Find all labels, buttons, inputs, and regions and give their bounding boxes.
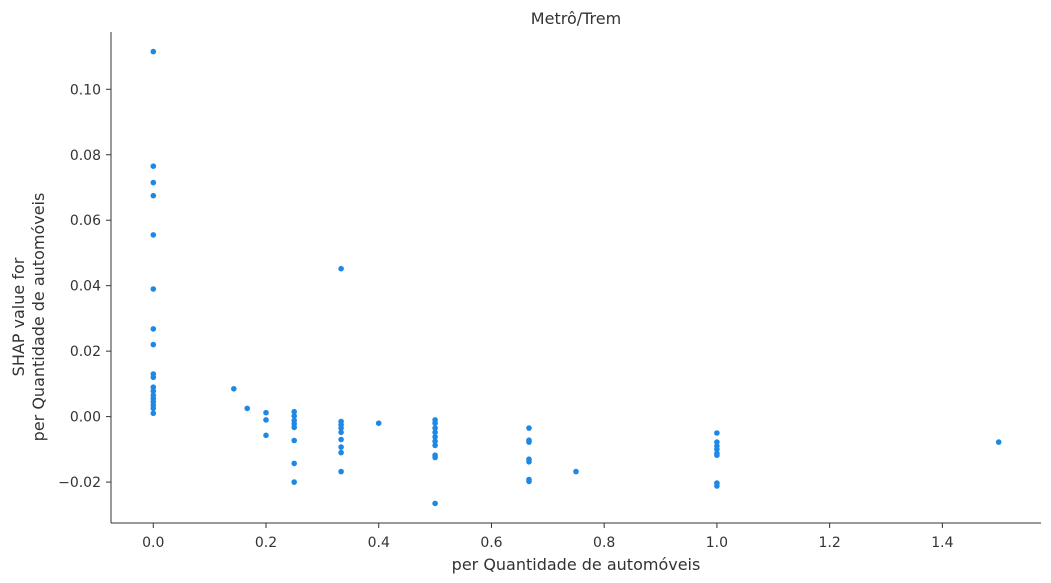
scatter-point — [714, 452, 720, 459]
scatter-points — [150, 48, 1002, 507]
scatter-point — [150, 232, 157, 238]
scatter-point — [526, 478, 532, 485]
scatter-point — [338, 429, 344, 436]
y-tick-label: 0.00 — [70, 410, 101, 426]
scatter-point — [338, 265, 344, 272]
scatter-point — [150, 163, 157, 169]
x-tick-label: 0.6 — [480, 535, 502, 551]
scatter-point — [150, 48, 157, 55]
scatter-point — [150, 405, 157, 412]
scatter-point — [432, 438, 438, 445]
scatter-point — [432, 442, 438, 449]
y-axis-label: SHAP value for per Quantidade de automóv… — [9, 193, 48, 442]
scatter-point — [526, 425, 532, 431]
scatter-point — [375, 420, 382, 427]
scatter-point — [263, 432, 269, 439]
x-tick-label: 1.2 — [819, 535, 841, 551]
scatter-point — [291, 460, 298, 467]
scatter-point — [714, 483, 720, 489]
scatter-point — [150, 388, 157, 394]
scatter-point — [291, 424, 298, 431]
x-axis-ticks: 0.0 0.2 0.4 0.6 0.8 1.0 1.2 1.4 — [142, 523, 954, 551]
x-tick-label: 0.2 — [255, 535, 277, 551]
scatter-point — [995, 439, 1002, 445]
scatter-point — [150, 410, 157, 417]
y-tick-label: 0.08 — [70, 148, 101, 164]
scatter-point — [526, 439, 532, 445]
scatter-point — [150, 374, 157, 381]
scatter-point — [573, 468, 579, 475]
x-tick-label: 1.4 — [931, 535, 953, 551]
y-axis-ticks: −0.02 0.00 0.02 0.04 0.06 0.08 0.10 — [58, 82, 111, 491]
y-tick-label: 0.04 — [70, 279, 101, 295]
scatter-point — [338, 425, 344, 431]
scatter-point — [150, 192, 157, 199]
scatter-point — [432, 434, 438, 440]
scatter-point — [432, 425, 438, 431]
scatter-point — [526, 459, 532, 465]
x-tick-label: 1.0 — [706, 535, 728, 551]
chart-title: Metrô/Trem — [531, 9, 621, 28]
x-axis-label: per Quantidade de automóveis — [452, 555, 701, 574]
scatter-point — [150, 179, 157, 186]
scatter-point — [714, 439, 720, 445]
scatter-point — [432, 500, 438, 507]
scatter-point — [432, 429, 438, 436]
scatter-point — [432, 454, 438, 461]
scatter-point — [291, 413, 298, 419]
scatter-point — [338, 444, 344, 450]
scatter-point — [244, 405, 250, 412]
scatter-point — [150, 326, 157, 332]
y-axis-label-line-2: per Quantidade de automóveis — [29, 193, 48, 442]
scatter-point — [231, 386, 237, 392]
y-tick-label: 0.02 — [70, 344, 101, 360]
scatter-point — [714, 430, 720, 436]
scatter-point — [263, 409, 269, 416]
scatter-point — [291, 408, 298, 415]
y-tick-label: 0.10 — [70, 82, 101, 98]
scatter-point — [291, 437, 298, 444]
scatter-point — [338, 449, 344, 456]
scatter-point — [150, 341, 157, 348]
y-axis-label-line-1: SHAP value for — [9, 257, 28, 376]
scatter-point — [263, 417, 269, 423]
x-tick-label: 0.0 — [142, 535, 164, 551]
x-tick-label: 0.8 — [593, 535, 615, 551]
scatter-point — [291, 479, 298, 485]
scatter-point — [338, 468, 344, 475]
y-tick-label: −0.02 — [58, 475, 101, 491]
scatter-point — [150, 384, 157, 391]
y-tick-label: 0.06 — [70, 213, 101, 229]
scatter-point — [338, 436, 344, 443]
x-tick-label: 0.4 — [368, 535, 390, 551]
scatter-point — [714, 446, 720, 453]
scatter-point — [150, 286, 157, 292]
scatter-point — [432, 420, 438, 427]
